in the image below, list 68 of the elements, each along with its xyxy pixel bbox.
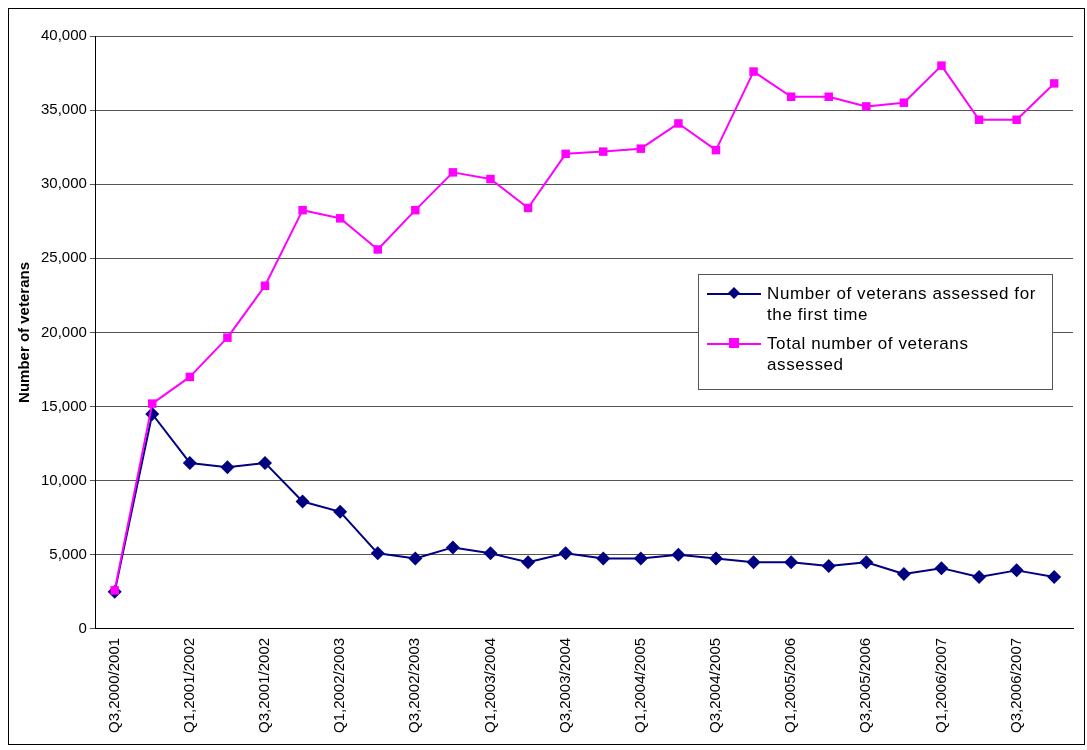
y-axis-title: Number of veterans — [15, 262, 33, 403]
x-tick-label: Q3,2002/2003 — [405, 637, 423, 734]
x-tick-label: Q3,2006/2007 — [1006, 637, 1024, 734]
point — [934, 561, 949, 576]
point — [333, 504, 348, 519]
point — [633, 551, 648, 566]
point — [298, 205, 307, 215]
y-tick-label: 0 — [78, 619, 87, 637]
point — [671, 547, 686, 562]
x-tick-label: Q3,2000/2001 — [104, 637, 122, 734]
point — [598, 147, 608, 156]
point — [411, 205, 420, 215]
x-tick-label: Q1,2003/2004 — [480, 637, 498, 734]
point — [373, 245, 382, 254]
point — [521, 555, 536, 570]
point — [899, 98, 909, 107]
y-tick-label: 20,000 — [40, 322, 87, 340]
point — [937, 61, 946, 70]
y-tick-label: 30,000 — [40, 174, 87, 192]
point — [859, 555, 874, 570]
point — [1012, 115, 1021, 124]
point — [223, 333, 232, 342]
x-tick-label: Q1,2002/2003 — [330, 637, 348, 734]
point — [408, 551, 423, 566]
point — [483, 546, 498, 561]
x-tick-label: Q3,2003/2004 — [555, 637, 573, 734]
point — [784, 555, 799, 570]
point — [370, 546, 385, 561]
point — [1009, 563, 1024, 578]
y-tick-label: 40,000 — [40, 26, 87, 44]
point — [258, 455, 272, 470]
point — [486, 174, 495, 184]
x-tick-label: Q3,2001/2002 — [255, 637, 273, 734]
x-tick-label: Q1,2005/2006 — [781, 637, 799, 734]
point — [448, 168, 458, 177]
point — [749, 67, 758, 76]
point — [1047, 570, 1062, 585]
legend-label: Number of veterans assessed for the first time — [767, 283, 1037, 326]
point — [708, 551, 723, 566]
point — [746, 555, 761, 570]
point — [862, 102, 871, 111]
y-tick-label: 35,000 — [40, 100, 87, 118]
point — [335, 214, 345, 223]
point — [824, 92, 833, 102]
y-tick-label: 10,000 — [40, 470, 87, 488]
point — [636, 144, 646, 153]
point — [445, 540, 460, 555]
point — [148, 399, 157, 408]
x-tick-label: Q3,2005/2006 — [856, 637, 874, 734]
point — [1049, 79, 1059, 88]
point — [561, 149, 570, 159]
x-tick-label: Q3,2004/2005 — [706, 637, 724, 734]
y-tick-label: 25,000 — [40, 248, 87, 266]
point — [674, 119, 683, 128]
x-tick-label: Q1,2004/2005 — [630, 637, 648, 734]
point — [295, 494, 310, 509]
x-tick-label: Q1,2001/2002 — [179, 637, 197, 734]
point — [821, 558, 836, 573]
point — [896, 567, 911, 582]
point — [182, 455, 197, 470]
point — [220, 460, 235, 475]
y-tick-label: 15,000 — [40, 396, 87, 414]
x-tick-label: Q1,2006/2007 — [931, 637, 949, 734]
point — [596, 551, 611, 566]
point — [972, 570, 987, 585]
legend-label: Total number of veterans assessed — [767, 333, 970, 376]
y-tick-label: 5,000 — [49, 544, 87, 562]
point — [558, 546, 573, 561]
